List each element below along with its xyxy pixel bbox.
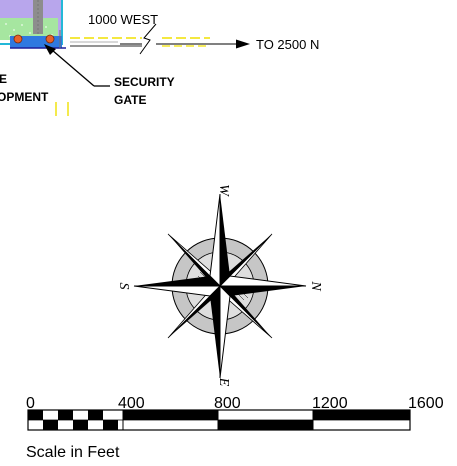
cut-label-line2: OPMENT (0, 90, 49, 104)
road-1000-west (70, 23, 250, 55)
boundary-ticks (55, 102, 69, 116)
scale-subdivisions (28, 410, 410, 430)
destination-label: TO 2500 N (256, 37, 319, 52)
compass-hatching (197, 271, 249, 301)
compass-label-right: N (308, 280, 323, 291)
cut-label-line1: E (0, 72, 7, 86)
compass-label-left: S (116, 283, 131, 290)
scale-tick-0: 0 (26, 395, 35, 412)
compass-rose: W S N E (116, 184, 323, 387)
gate-marker-left (13, 34, 23, 44)
scale-tick-labels: 0 400 800 1200 1600 (26, 395, 444, 412)
road-label: 1000 WEST (88, 12, 158, 27)
gate-label-line2: GATE (114, 93, 146, 107)
scale-caption: Scale in Feet (26, 444, 120, 461)
compass-label-top: W (216, 184, 231, 197)
site-parcel (0, 0, 66, 49)
gate-marker-right (45, 34, 55, 44)
gate-label-line1: SECURITY (114, 75, 175, 89)
compass-diagonal-points (167, 233, 273, 339)
scale-bar: 0 400 800 1200 1600 Scale in Feet (26, 395, 444, 461)
scale-tick-800: 800 (214, 395, 241, 412)
compass-label-bottom: E (216, 377, 231, 387)
gate-leader-line (51, 49, 95, 87)
compass-cardinal-points (133, 193, 307, 379)
green-strip (0, 18, 58, 40)
scale-tick-1200: 1200 (312, 395, 348, 412)
direction-arrowhead (236, 39, 250, 49)
scale-tick-1600: 1600 (408, 395, 444, 412)
scale-tick-400: 400 (118, 395, 145, 412)
gate-leader-arrow (44, 44, 56, 55)
